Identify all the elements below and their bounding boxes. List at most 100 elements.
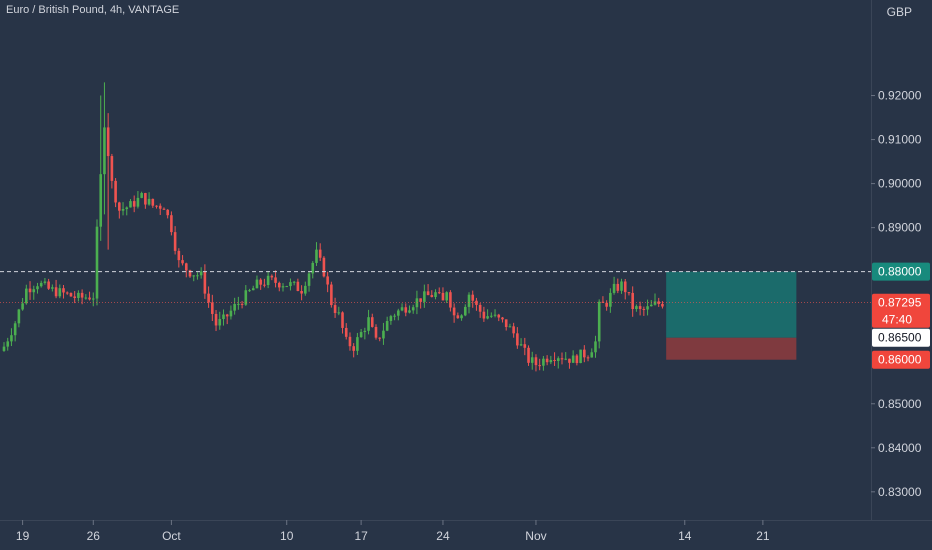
price-badge-label: 0.86500 bbox=[878, 331, 922, 345]
candle bbox=[88, 291, 91, 301]
candle bbox=[166, 209, 169, 219]
candle bbox=[352, 343, 355, 358]
candle bbox=[426, 284, 430, 296]
candle bbox=[304, 281, 307, 296]
profit-zone[interactable] bbox=[666, 271, 797, 338]
candle bbox=[635, 304, 638, 312]
candle bbox=[43, 277, 47, 285]
price-tick-label: 0.91000 bbox=[878, 133, 922, 147]
candle bbox=[497, 313, 501, 322]
candle bbox=[10, 328, 13, 347]
time-tick-label: 14 bbox=[678, 529, 692, 543]
time-axis[interactable]: 19 26 Oct 10 17 24 Nov 14 21 bbox=[16, 520, 770, 543]
candle bbox=[441, 287, 445, 301]
candle bbox=[263, 278, 266, 288]
candle bbox=[545, 355, 549, 366]
position-tool[interactable] bbox=[666, 271, 797, 360]
candle bbox=[356, 332, 359, 356]
candle bbox=[326, 271, 329, 293]
loss-zone[interactable] bbox=[666, 337, 797, 360]
candle bbox=[229, 305, 233, 320]
candle bbox=[374, 324, 378, 340]
candle bbox=[393, 313, 396, 321]
candle bbox=[315, 242, 318, 266]
candle bbox=[196, 272, 199, 280]
candle bbox=[359, 329, 363, 338]
candle bbox=[657, 297, 661, 307]
time-tick-label: 21 bbox=[756, 529, 770, 543]
time-tick-label: 19 bbox=[16, 529, 30, 543]
candle bbox=[65, 291, 69, 295]
price-badges: 0.88000 0.87295 47:40 0.86500 0.86000 bbox=[872, 262, 930, 369]
candle bbox=[296, 278, 300, 292]
candle bbox=[177, 248, 181, 268]
price-axis[interactable]: 0.92000 0.91000 0.90000 0.89000 0.85000 0.840… bbox=[871, 89, 922, 499]
candle bbox=[564, 352, 568, 361]
price-badge[interactable]: 0.86500 bbox=[872, 328, 930, 347]
candle bbox=[456, 312, 460, 319]
candle bbox=[103, 82, 106, 215]
time-tick-label: Oct bbox=[162, 529, 181, 543]
candle bbox=[13, 321, 17, 342]
candle bbox=[125, 206, 129, 216]
candle bbox=[486, 309, 489, 320]
candle bbox=[2, 342, 6, 352]
candle bbox=[642, 306, 646, 316]
candle bbox=[601, 296, 605, 303]
candle bbox=[99, 95, 103, 241]
candle bbox=[51, 284, 54, 292]
candle bbox=[493, 309, 497, 318]
candle bbox=[214, 310, 218, 332]
price-badge[interactable]: 0.87295 47:40 bbox=[872, 293, 930, 328]
candle bbox=[397, 308, 400, 321]
candle bbox=[501, 316, 504, 323]
price-tick-label: 0.83000 bbox=[878, 485, 922, 499]
candle bbox=[292, 280, 296, 286]
candle bbox=[330, 281, 333, 308]
candle bbox=[144, 192, 147, 209]
candle bbox=[307, 271, 311, 292]
price-tick-label: 0.89000 bbox=[878, 221, 922, 235]
candle bbox=[408, 305, 411, 314]
candle bbox=[661, 301, 664, 309]
candle bbox=[430, 290, 434, 298]
candle bbox=[170, 211, 173, 236]
candle bbox=[504, 319, 508, 331]
candle bbox=[140, 191, 143, 199]
candle bbox=[437, 287, 441, 295]
candle bbox=[62, 285, 65, 299]
candle bbox=[605, 300, 608, 311]
candle bbox=[28, 281, 32, 300]
candle bbox=[270, 274, 274, 281]
candle bbox=[225, 313, 229, 325]
candles-layer bbox=[2, 82, 664, 372]
candle bbox=[549, 355, 553, 365]
candle bbox=[575, 354, 579, 366]
candle bbox=[318, 243, 322, 262]
candle bbox=[58, 284, 62, 299]
candle bbox=[590, 348, 594, 358]
candle bbox=[207, 286, 210, 308]
candle bbox=[91, 292, 95, 307]
price-tick-label: 0.84000 bbox=[878, 441, 922, 455]
candle bbox=[627, 292, 631, 296]
price-badge[interactable]: 0.86000 bbox=[872, 350, 930, 369]
chart-title: Euro / British Pound, 4h, VANTAGE bbox=[6, 4, 180, 16]
countdown-label: 47:40 bbox=[882, 313, 912, 327]
candle bbox=[460, 314, 463, 321]
candle bbox=[583, 345, 586, 363]
candle bbox=[404, 303, 408, 317]
candle bbox=[300, 285, 303, 301]
time-tick-label: Nov bbox=[525, 529, 546, 543]
candle bbox=[322, 256, 326, 278]
candle bbox=[609, 288, 612, 313]
candle bbox=[188, 269, 192, 278]
price-tick-label: 0.92000 bbox=[878, 89, 922, 103]
candle bbox=[106, 113, 110, 250]
price-badge[interactable]: 0.88000 bbox=[872, 262, 930, 281]
candle bbox=[129, 198, 132, 208]
candle bbox=[653, 293, 657, 306]
candle bbox=[597, 299, 601, 349]
candle bbox=[136, 191, 140, 209]
